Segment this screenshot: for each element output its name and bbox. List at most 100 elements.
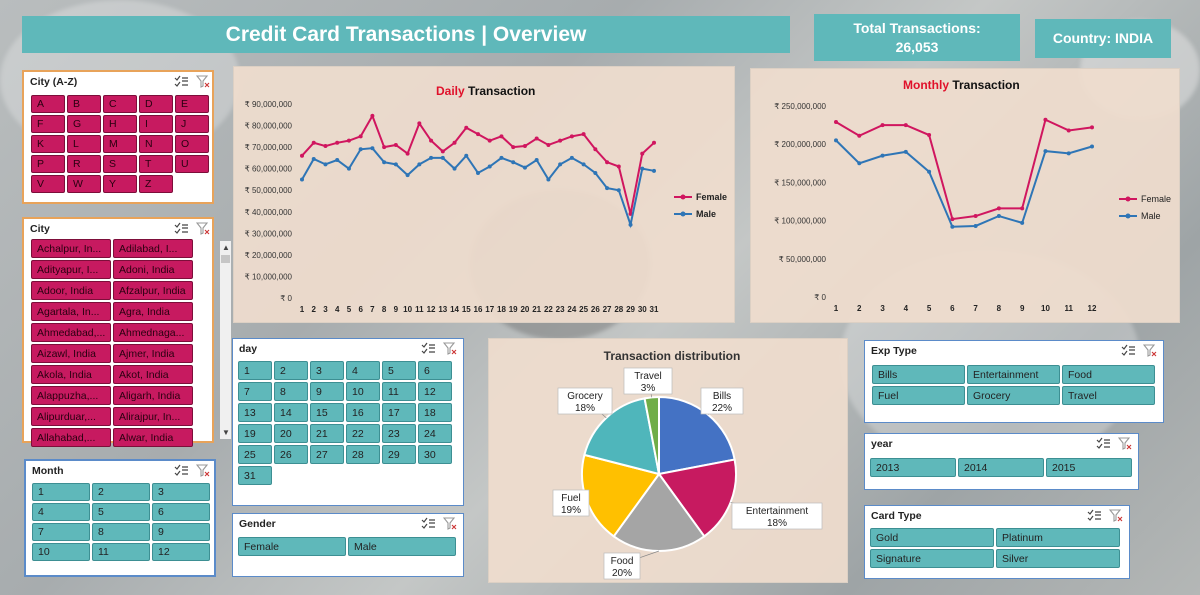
multi-select-icon[interactable] [421,342,435,355]
month-item[interactable]: 2 [92,483,150,501]
city-az-item[interactable]: R [67,155,101,173]
day-item[interactable]: 30 [418,445,452,464]
city-item[interactable]: Adoor, India [31,281,111,300]
day-item[interactable]: 2 [274,361,308,380]
clear-filter-icon[interactable] [195,75,210,88]
day-item[interactable]: 14 [274,403,308,422]
year-item[interactable]: 2015 [1046,458,1132,477]
city-az-item[interactable]: W [67,175,101,193]
city-az-item[interactable]: M [103,135,137,153]
city-az-item[interactable]: D [139,95,173,113]
city-az-item[interactable]: G [67,115,101,133]
city-az-item[interactable]: T [139,155,173,173]
day-item[interactable]: 21 [310,424,344,443]
gender-item[interactable]: Female [238,537,346,556]
city-az-item[interactable]: O [175,135,209,153]
day-item[interactable]: 7 [238,382,272,401]
day-item[interactable]: 11 [382,382,416,401]
multi-select-icon[interactable] [1096,437,1110,450]
city-az-item[interactable]: K [31,135,65,153]
multi-select-icon[interactable] [421,517,435,530]
day-item[interactable]: 24 [418,424,452,443]
clear-filter-icon[interactable] [442,517,457,530]
year-item[interactable]: 2014 [958,458,1044,477]
city-item[interactable]: Alirajpur, In... [113,407,193,426]
multi-select-icon[interactable] [174,75,188,88]
month-item[interactable]: 11 [92,543,150,561]
exp-type-item[interactable]: Grocery [967,386,1060,405]
day-item[interactable]: 16 [346,403,380,422]
month-item[interactable]: 10 [32,543,90,561]
exp-type-item[interactable]: Food [1062,365,1155,384]
day-item[interactable]: 1 [238,361,272,380]
clear-filter-icon[interactable] [442,342,457,355]
city-az-item[interactable]: C [103,95,137,113]
city-az-item[interactable]: B [67,95,101,113]
month-item[interactable]: 1 [32,483,90,501]
card-type-item[interactable]: Silver [996,549,1120,568]
city-item[interactable]: Adityapur, I... [31,260,111,279]
day-item[interactable]: 25 [238,445,272,464]
clear-filter-icon[interactable] [195,464,210,477]
day-item[interactable]: 9 [310,382,344,401]
day-item[interactable]: 4 [346,361,380,380]
city-item[interactable]: Akola, India [31,365,111,384]
city-scrollbar[interactable]: ▲ ▼ [220,241,231,439]
scroll-down-icon[interactable]: ▼ [222,428,230,437]
day-item[interactable]: 31 [238,466,272,485]
day-item[interactable]: 17 [382,403,416,422]
month-item[interactable]: 12 [152,543,210,561]
day-item[interactable]: 8 [274,382,308,401]
multi-select-icon[interactable] [174,464,188,477]
city-az-item[interactable]: F [31,115,65,133]
city-az-item[interactable]: E [175,95,209,113]
city-item[interactable]: Allahabad,... [31,428,111,447]
month-item[interactable]: 6 [152,503,210,521]
city-item[interactable]: Adilabad, I... [113,239,193,258]
exp-type-item[interactable]: Entertainment [967,365,1060,384]
day-item[interactable]: 23 [382,424,416,443]
day-item[interactable]: 3 [310,361,344,380]
city-item[interactable]: Alappuzha,... [31,386,111,405]
card-type-item[interactable]: Gold [870,528,994,547]
day-item[interactable]: 5 [382,361,416,380]
city-az-item[interactable]: V [31,175,65,193]
city-item[interactable]: Ahmedabad,... [31,323,111,342]
day-item[interactable]: 29 [382,445,416,464]
month-item[interactable]: 4 [32,503,90,521]
city-item[interactable]: Ahmednaga... [113,323,193,342]
scroll-up-icon[interactable]: ▲ [222,243,230,252]
exp-type-item[interactable]: Fuel [872,386,965,405]
city-az-item[interactable]: P [31,155,65,173]
day-item[interactable]: 27 [310,445,344,464]
city-az-item[interactable]: Z [139,175,173,193]
city-item[interactable]: Agartala, In... [31,302,111,321]
clear-filter-icon[interactable] [1142,344,1157,357]
exp-type-item[interactable]: Travel [1062,386,1155,405]
city-az-item[interactable]: S [103,155,137,173]
day-item[interactable]: 20 [274,424,308,443]
city-item[interactable]: Afzalpur, India [113,281,193,300]
day-item[interactable]: 26 [274,445,308,464]
clear-filter-icon[interactable] [1108,509,1123,522]
day-item[interactable]: 19 [238,424,272,443]
city-az-item[interactable]: H [103,115,137,133]
multi-select-icon[interactable] [1121,344,1135,357]
clear-filter-icon[interactable] [195,222,210,235]
city-item[interactable]: Alwar, India [113,428,193,447]
city-az-item[interactable]: N [139,135,173,153]
scrollbar-thumb[interactable] [221,255,230,263]
month-item[interactable]: 3 [152,483,210,501]
city-item[interactable]: Agra, India [113,302,193,321]
multi-select-icon[interactable] [174,222,188,235]
day-item[interactable]: 28 [346,445,380,464]
year-item[interactable]: 2013 [870,458,956,477]
city-az-item[interactable]: U [175,155,209,173]
city-az-item[interactable]: L [67,135,101,153]
day-item[interactable]: 13 [238,403,272,422]
month-item[interactable]: 8 [92,523,150,541]
city-az-item[interactable]: Y [103,175,137,193]
card-type-item[interactable]: Signature [870,549,994,568]
day-item[interactable]: 22 [346,424,380,443]
card-type-item[interactable]: Platinum [996,528,1120,547]
